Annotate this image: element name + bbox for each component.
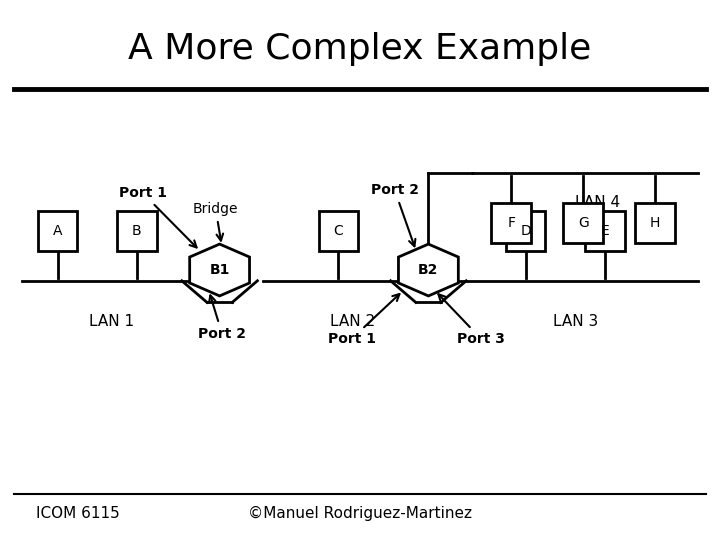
Text: ICOM 6115: ICOM 6115 — [36, 505, 120, 521]
Text: Port 2: Port 2 — [371, 184, 419, 246]
Polygon shape — [189, 244, 250, 296]
Polygon shape — [398, 244, 459, 296]
Text: B1: B1 — [210, 263, 230, 277]
Text: B: B — [132, 224, 142, 238]
Text: E: E — [600, 224, 609, 238]
Text: C: C — [333, 224, 343, 238]
Text: G: G — [578, 216, 588, 229]
Text: Port 2: Port 2 — [198, 295, 246, 341]
Text: LAN 2: LAN 2 — [330, 314, 375, 329]
FancyBboxPatch shape — [117, 211, 157, 251]
FancyBboxPatch shape — [491, 202, 531, 243]
Text: Port 1: Port 1 — [119, 186, 197, 247]
FancyBboxPatch shape — [636, 202, 675, 243]
Text: Port 1: Port 1 — [328, 294, 400, 346]
FancyBboxPatch shape — [505, 211, 546, 251]
Text: LAN 4: LAN 4 — [575, 195, 620, 210]
Text: LAN 3: LAN 3 — [554, 314, 598, 329]
Text: Bridge: Bridge — [193, 202, 238, 241]
FancyBboxPatch shape — [564, 202, 603, 243]
FancyBboxPatch shape — [585, 211, 625, 251]
Text: F: F — [507, 216, 516, 229]
Text: LAN 1: LAN 1 — [89, 314, 134, 329]
Text: A More Complex Example: A More Complex Example — [128, 32, 592, 65]
Text: A: A — [53, 224, 63, 238]
Text: B2: B2 — [418, 263, 438, 277]
Text: D: D — [521, 224, 531, 238]
Text: Port 3: Port 3 — [438, 294, 505, 346]
FancyBboxPatch shape — [318, 211, 358, 251]
Text: ©Manuel Rodriguez-Martinez: ©Manuel Rodriguez-Martinez — [248, 505, 472, 521]
FancyBboxPatch shape — [38, 211, 78, 251]
Text: H: H — [650, 216, 660, 229]
